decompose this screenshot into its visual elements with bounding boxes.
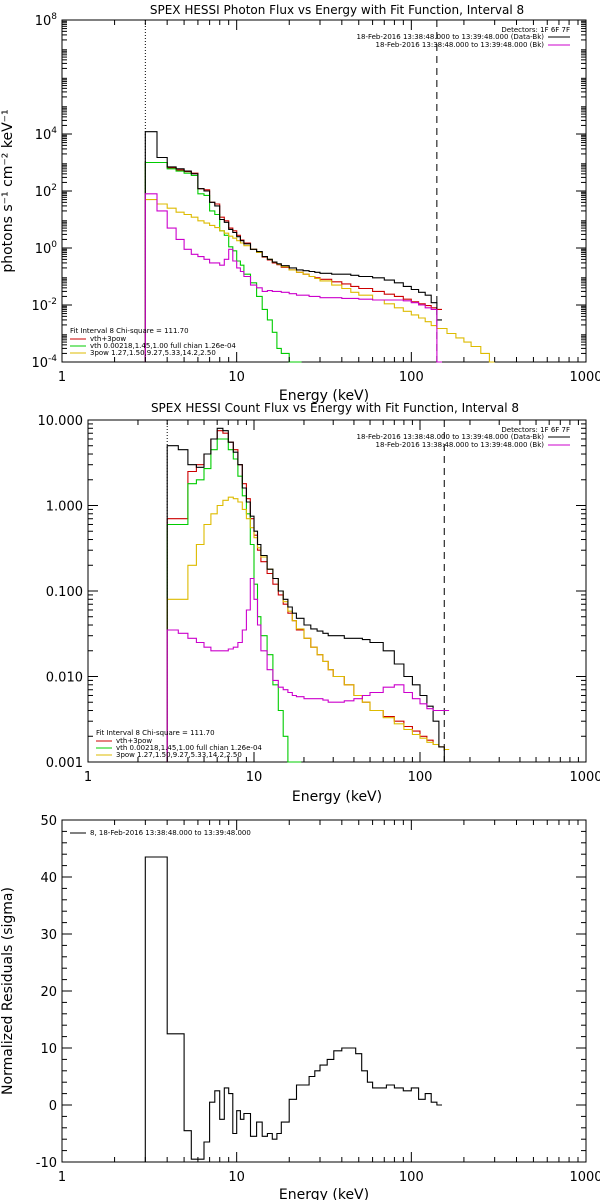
x-tick-label: 1000 bbox=[569, 370, 600, 385]
y-tick-label: 0.100 bbox=[46, 585, 83, 600]
y-tick-label: 40 bbox=[40, 871, 57, 886]
x-tick-label: 1000 bbox=[569, 770, 600, 785]
y-tick-label: 0.010 bbox=[46, 671, 83, 686]
photon-flux-panel: SPEX HESSI Photon Flux vs Energy with Fi… bbox=[0, 3, 600, 404]
residuals-y-axis-label: Normalized Residuals (sigma) bbox=[0, 887, 16, 1095]
residuals-plot-frame bbox=[61, 819, 587, 1163]
y-tick-label: 100 bbox=[35, 240, 58, 257]
x-tick-label: 10 bbox=[228, 370, 245, 385]
y-tick-label: 10-4 bbox=[31, 354, 57, 371]
photon-flux-axis-ticks: 1 10 100 1000 10-4 10-2 100 102 104 108 bbox=[31, 12, 600, 385]
x-tick-label: 1 bbox=[84, 770, 92, 785]
y-tick-label: 0.001 bbox=[46, 756, 83, 771]
count-flux-fit-header: Fit Interval 8 Chi-square = 111.70 bbox=[96, 729, 215, 737]
y-tick-label: 30 bbox=[40, 928, 57, 943]
photon-flux-fit-header: Fit Interval 8 Chi-square = 111.70 bbox=[70, 327, 189, 335]
series-line-1 bbox=[144, 161, 302, 363]
count-flux-detectors-label: Detectors: 1F 6F 7F bbox=[501, 426, 570, 434]
count-flux-plot-frame bbox=[87, 419, 587, 763]
photon-flux-legend-label-2: 3pow 1.27,1.50,9.27,5.33,14.2,2.50 bbox=[90, 349, 216, 357]
count-flux-legend-label-2: 3pow 1.27,1.50,9.27,5.33,14.2,2.50 bbox=[116, 751, 242, 759]
residuals-legend: 8, 18-Feb-2016 13:38:48.000 to 13:39:48.… bbox=[70, 829, 251, 837]
y-tick-label: 102 bbox=[35, 183, 57, 200]
photon-flux-y-axis-label: photons s⁻¹ cm⁻² keV⁻¹ bbox=[0, 109, 16, 272]
photon-flux-legend: Fit Interval 8 Chi-square = 111.70 vth+3… bbox=[70, 327, 236, 357]
y-tick-label: 20 bbox=[40, 985, 57, 1000]
photon-flux-time-label-databk: 18-Feb-2016 13:38:48.000 to 13:39:48.000… bbox=[357, 33, 545, 41]
count-flux-legend-label-0: vth+3pow bbox=[116, 737, 152, 745]
residuals-panel: 1 10 100 1000 -10 0 10 20 30 40 50 Energy (keV) No… bbox=[0, 814, 600, 1200]
x-tick-label: 100 bbox=[399, 370, 424, 385]
photon-flux-series-group bbox=[144, 20, 495, 363]
count-flux-time-label-databk: 18-Feb-2016 13:38:48.000 to 13:39:48.000… bbox=[357, 433, 545, 441]
count-flux-time-label-bk: 18-Feb-2016 13:38:48.000 to 13:39:48.000… bbox=[376, 441, 545, 449]
series-line-3 bbox=[144, 131, 442, 362]
y-tick-label: 1.000 bbox=[46, 500, 83, 515]
photon-flux-detectors-label: Detectors: 1F 6F 7F bbox=[501, 26, 570, 34]
count-flux-x-axis-label: Energy (keV) bbox=[292, 789, 382, 805]
photon-flux-title: SPEX HESSI Photon Flux vs Energy with Fi… bbox=[150, 3, 524, 17]
count-flux-legend-label-1: vth 0.00218,1.45,1.00 full chian 1.26e-0… bbox=[116, 744, 262, 752]
series-line-4 bbox=[144, 193, 442, 363]
photon-flux-legend-label-1: vth 0.00218,1.45,1.00 full chian 1.26e-0… bbox=[90, 342, 236, 350]
y-tick-label: 104 bbox=[35, 126, 58, 143]
series-line-0 bbox=[144, 161, 442, 362]
x-tick-label: 100 bbox=[408, 770, 433, 785]
x-tick-label: 10 bbox=[228, 1170, 245, 1185]
photon-flux-time-label-bk: 18-Feb-2016 13:38:48.000 to 13:39:48.000… bbox=[376, 41, 545, 49]
count-flux-axis-ticks: 1 10 100 1000 0.001 0.010 0.100 1.000 10.000 bbox=[38, 414, 600, 785]
series-line-2 bbox=[166, 496, 450, 762]
count-flux-series-group bbox=[166, 420, 450, 763]
x-tick-label: 10 bbox=[246, 770, 263, 785]
series-line-0 bbox=[144, 856, 442, 1162]
series-line-0 bbox=[166, 430, 450, 762]
y-tick-label: 10 bbox=[40, 1042, 57, 1057]
x-tick-label: 1000 bbox=[569, 1170, 600, 1185]
y-tick-label: 50 bbox=[40, 814, 57, 829]
y-tick-label: 108 bbox=[35, 12, 58, 29]
residuals-series-group bbox=[144, 856, 442, 1162]
series-line-2 bbox=[144, 199, 495, 363]
photon-flux-plot-frame bbox=[61, 19, 587, 363]
y-tick-label: -10 bbox=[36, 1156, 57, 1171]
count-flux-title: SPEX HESSI Count Flux vs Energy with Fit… bbox=[151, 401, 519, 415]
count-flux-panel: SPEX HESSI Count Flux vs Energy with Fit… bbox=[38, 401, 600, 805]
residuals-x-axis-label: Energy (keV) bbox=[279, 1187, 369, 1200]
y-tick-label: 10-2 bbox=[31, 297, 57, 314]
count-flux-legend: Fit Interval 8 Chi-square = 111.70 vth+3… bbox=[96, 729, 262, 759]
series-line-4 bbox=[166, 577, 450, 762]
photon-flux-legend-label-0: vth+3pow bbox=[90, 335, 126, 343]
y-tick-label: 10.000 bbox=[38, 414, 84, 429]
x-tick-label: 1 bbox=[58, 1170, 66, 1185]
x-tick-label: 1 bbox=[58, 370, 66, 385]
series-line-1 bbox=[166, 438, 302, 763]
x-tick-label: 100 bbox=[399, 1170, 424, 1185]
y-tick-label: 0 bbox=[49, 1099, 57, 1114]
residuals-axis-ticks: 1 10 100 1000 -10 0 10 20 30 40 50 bbox=[36, 814, 600, 1185]
series-line-3 bbox=[166, 427, 450, 763]
photon-flux-x-axis-label: Energy (keV) bbox=[279, 388, 369, 404]
residuals-legend-label: 8, 18-Feb-2016 13:38:48.000 to 13:39:48.… bbox=[90, 829, 251, 837]
